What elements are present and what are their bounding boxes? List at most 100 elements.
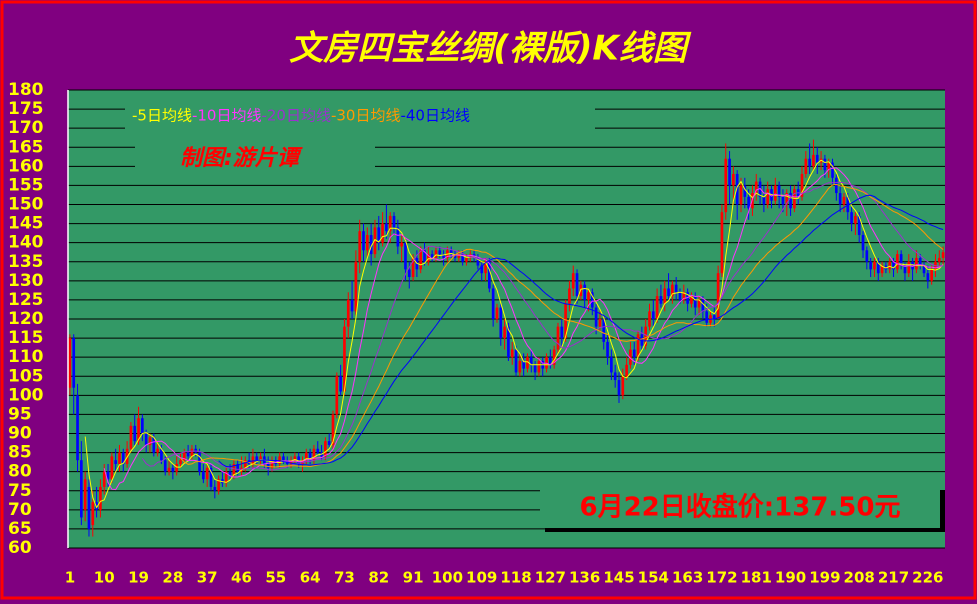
candle-body bbox=[804, 158, 808, 174]
candle-body bbox=[182, 452, 186, 461]
x-tick-label: 28 bbox=[162, 569, 183, 587]
candle-body bbox=[217, 479, 220, 491]
candle-body bbox=[99, 486, 102, 510]
candle-body bbox=[304, 452, 308, 461]
candle-body bbox=[388, 215, 392, 232]
candle-body bbox=[476, 257, 480, 266]
candle-body bbox=[720, 212, 724, 274]
candle-body bbox=[831, 162, 834, 178]
candle-body bbox=[724, 158, 728, 213]
candle-body bbox=[663, 288, 667, 304]
candle-body bbox=[243, 460, 247, 468]
candle-body bbox=[83, 479, 87, 510]
candle-body bbox=[888, 261, 892, 270]
candle-body bbox=[621, 376, 625, 396]
x-tick-label: 199 bbox=[809, 569, 840, 587]
candle-body bbox=[255, 456, 259, 461]
x-tick-label: 136 bbox=[569, 569, 600, 587]
candle-body bbox=[453, 254, 457, 258]
candle-body bbox=[202, 471, 205, 480]
candle-body bbox=[781, 196, 785, 205]
x-tick-label: 163 bbox=[672, 569, 703, 587]
y-tick-label: 145 bbox=[8, 214, 44, 234]
candle-body bbox=[632, 349, 636, 358]
candle-body bbox=[426, 254, 430, 262]
candle-body bbox=[754, 181, 758, 194]
candle-body bbox=[316, 448, 320, 453]
x-tick-label: 82 bbox=[368, 569, 389, 587]
candle-body bbox=[636, 334, 640, 358]
candle-body bbox=[705, 311, 709, 323]
candle-body bbox=[449, 250, 453, 255]
y-tick-label: 75 bbox=[8, 481, 32, 501]
y-tick-label: 170 bbox=[8, 118, 44, 138]
candle-body bbox=[301, 460, 304, 465]
candle-body bbox=[678, 292, 682, 300]
x-tick-label: 208 bbox=[844, 569, 875, 587]
candle-body bbox=[777, 185, 781, 197]
candle-body bbox=[442, 254, 445, 258]
y-tick-label: 150 bbox=[8, 195, 44, 215]
x-tick-label: 64 bbox=[300, 569, 321, 587]
candle-body bbox=[465, 257, 468, 262]
legend-entry: -20日均线 bbox=[261, 107, 331, 125]
candle-body bbox=[232, 464, 236, 476]
moving-average bbox=[180, 183, 944, 468]
candle-body bbox=[556, 326, 560, 350]
candle-body bbox=[488, 261, 491, 289]
x-tick-label: 190 bbox=[775, 569, 806, 587]
candle-body bbox=[880, 265, 884, 274]
candle-body bbox=[587, 292, 590, 300]
candle-body bbox=[857, 215, 861, 236]
candle-body bbox=[785, 193, 789, 205]
candle-body bbox=[423, 250, 426, 262]
candle-body bbox=[430, 254, 434, 258]
candle-body bbox=[773, 185, 777, 201]
x-tick-label: 154 bbox=[638, 569, 669, 587]
candle-body bbox=[827, 162, 831, 171]
candle-body bbox=[854, 215, 857, 224]
x-tick-label: 181 bbox=[741, 569, 772, 587]
candle-body bbox=[568, 288, 571, 304]
candle-body bbox=[160, 448, 163, 461]
x-tick-label: 10 bbox=[94, 569, 115, 587]
candle-body bbox=[213, 486, 217, 491]
y-tick-label: 110 bbox=[8, 347, 44, 367]
candle-body bbox=[121, 452, 125, 465]
candle-body bbox=[926, 273, 930, 281]
candle-body bbox=[385, 223, 388, 232]
candle-body bbox=[507, 326, 510, 358]
candle-body bbox=[842, 196, 846, 205]
candle-body bbox=[259, 456, 262, 461]
close-note: 6月22日收盘价:137.50元 bbox=[579, 492, 900, 523]
candle-body bbox=[518, 360, 522, 373]
candle-body bbox=[812, 154, 815, 167]
candle-body bbox=[655, 296, 659, 319]
candle-body bbox=[167, 467, 171, 472]
y-tick-label: 180 bbox=[8, 80, 44, 100]
candle-body bbox=[915, 257, 918, 270]
candle-body bbox=[381, 223, 384, 243]
candle-body bbox=[186, 452, 190, 457]
candle-body bbox=[930, 269, 933, 281]
candle-body bbox=[876, 261, 880, 274]
moving-average bbox=[218, 194, 944, 468]
x-tick-label: 226 bbox=[912, 569, 943, 587]
candle-body bbox=[594, 307, 598, 327]
candle-body bbox=[110, 456, 114, 480]
author-box bbox=[135, 140, 375, 178]
y-tick-label: 100 bbox=[8, 385, 44, 405]
y-tick-label: 105 bbox=[8, 366, 44, 386]
candle-body bbox=[693, 296, 697, 308]
candle-body bbox=[533, 364, 537, 373]
candle-body bbox=[610, 357, 613, 373]
candle-body bbox=[861, 235, 865, 251]
candle-body bbox=[72, 338, 76, 388]
x-tick-label: 109 bbox=[466, 569, 497, 587]
candle-body bbox=[526, 357, 529, 369]
candle-body bbox=[411, 257, 415, 278]
candle-body bbox=[289, 460, 293, 465]
x-tick-label: 127 bbox=[535, 569, 566, 587]
candle-body bbox=[484, 261, 487, 274]
candle-body bbox=[922, 265, 926, 274]
